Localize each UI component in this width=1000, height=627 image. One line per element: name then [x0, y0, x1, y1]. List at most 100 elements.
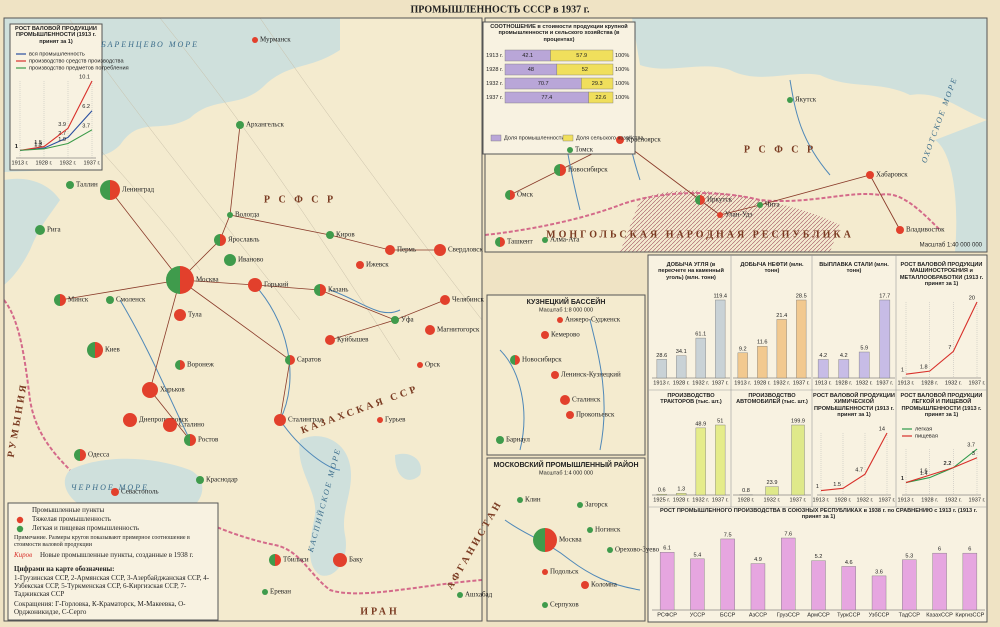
city-label: Смоленск: [116, 296, 146, 304]
city-label: Минск: [68, 296, 89, 304]
value-label: 6.2: [82, 104, 90, 110]
x-tick-label: 1913 г.: [898, 497, 915, 503]
row-label: 1937 г.: [486, 95, 503, 101]
bar: [695, 337, 706, 379]
city-marker: [262, 589, 268, 595]
city-label: Рига: [47, 226, 62, 234]
bar: [757, 346, 768, 379]
city-marker: [515, 355, 520, 365]
city-label: Пермь: [397, 246, 416, 254]
row-label: 1913 г.: [486, 53, 503, 59]
city-label: Томск: [575, 146, 594, 154]
bar: [695, 427, 706, 496]
bar: [715, 424, 726, 496]
main-map-frame: [3, 17, 483, 622]
value-label: 5.3: [905, 553, 913, 559]
value-label: 3.6: [875, 569, 883, 575]
series-line: [905, 448, 978, 484]
value-label: 1: [15, 144, 18, 150]
x-tick-label: 1928 г.: [921, 380, 938, 386]
city-label: Краснодар: [206, 476, 238, 484]
city-marker: [54, 294, 60, 306]
map-scale: Масштаб 1:40 000 000: [920, 243, 983, 249]
legend-label: пищевая: [915, 433, 938, 439]
city-label: Ленинград: [122, 186, 155, 194]
city-label: Клин: [525, 496, 541, 504]
region-label: МОНГОЛЬСКАЯ НАРОДНАЯ РЕСПУБЛИКА: [546, 229, 854, 240]
pacific: [935, 120, 987, 252]
value-label: 2.7: [58, 131, 66, 137]
segment-label: 77.4: [541, 95, 552, 101]
city-label: Харьков: [160, 386, 185, 394]
total-label: 100%: [615, 53, 629, 59]
x-tick-label: БССР: [720, 612, 736, 618]
value-label: 5.4: [694, 552, 702, 558]
city-label: Анжеро-Судженск: [565, 316, 621, 324]
city-label: Ростов: [198, 436, 219, 444]
value-label: 7: [948, 345, 951, 351]
legend-label: легкая: [915, 426, 932, 432]
value-label: 4.7: [855, 468, 863, 474]
value-label: 4.2: [840, 353, 848, 359]
city-marker: [542, 569, 548, 575]
map-title: ПРОМЫШЛЕННОСТЬ СССР в 1937 г.: [410, 4, 590, 15]
legend-swatch: [562, 134, 574, 142]
total-label: 100%: [615, 67, 629, 73]
total-label: 100%: [615, 95, 629, 101]
value-label: 28.6: [656, 353, 667, 359]
segment: [556, 63, 614, 76]
city-marker: [66, 181, 74, 189]
bar: [676, 493, 687, 496]
x-tick-label: УССР: [690, 612, 706, 618]
city-marker: [214, 234, 220, 246]
x-tick-label: 1937 г.: [793, 380, 810, 386]
value-label: 2.2: [944, 461, 952, 467]
city-label: Ташкент: [507, 238, 533, 246]
growth-box: [9, 23, 103, 171]
city-label: Баку: [349, 556, 363, 564]
city-marker: [248, 278, 262, 292]
city-marker: [174, 309, 186, 321]
bar: [715, 299, 726, 379]
city-marker: [505, 190, 510, 200]
city-marker: [325, 335, 335, 345]
x-tick-label: 1928 г.: [921, 497, 938, 503]
legend-swatch: [16, 525, 24, 533]
city-label: Орехово-Зуево: [615, 546, 660, 554]
city-label: Магнитогорск: [437, 326, 480, 334]
value-label: 0.8: [742, 488, 750, 494]
legend-box: [7, 502, 219, 621]
value-label: 21.4: [776, 313, 787, 319]
value-label: 28.5: [796, 293, 807, 299]
city-label: Саратов: [297, 356, 322, 364]
value-label: 17.7: [879, 293, 890, 299]
legend-label: вся промышленность: [29, 51, 85, 57]
city-label: Кемерово: [551, 331, 580, 339]
value-label: 4.9: [754, 557, 762, 563]
caspian-sea: [299, 436, 352, 576]
legend-new-sample: Киров: [14, 551, 33, 559]
city-marker: [110, 180, 120, 200]
x-tick-label: 1937 г.: [969, 497, 986, 503]
value-label: 34.1: [676, 349, 687, 355]
x-tick-label: 1932 г.: [945, 497, 962, 503]
city-marker: [163, 418, 177, 432]
value-label: 1.5: [34, 140, 42, 146]
city-marker: [542, 237, 548, 243]
river: [504, 519, 641, 591]
segment-label: 52: [582, 67, 588, 73]
city-marker: [356, 261, 364, 269]
city-marker: [566, 411, 574, 419]
city-marker: [87, 342, 95, 358]
meridian: [19, 18, 482, 361]
chart-title: ДОБЫЧА НЕФТИ (млн. тонн): [740, 262, 804, 275]
city-marker: [123, 413, 137, 427]
value-label: 3: [972, 451, 975, 457]
city-marker: [60, 294, 66, 306]
chart-title: СООТНОШЕНИЕ в стоимости продукции крупно…: [490, 24, 628, 43]
series-line: [19, 80, 93, 151]
city-marker: [457, 592, 463, 598]
value-label: 1: [901, 368, 904, 374]
x-tick-label: ТуркССР: [837, 612, 860, 618]
city-marker: [495, 237, 500, 247]
